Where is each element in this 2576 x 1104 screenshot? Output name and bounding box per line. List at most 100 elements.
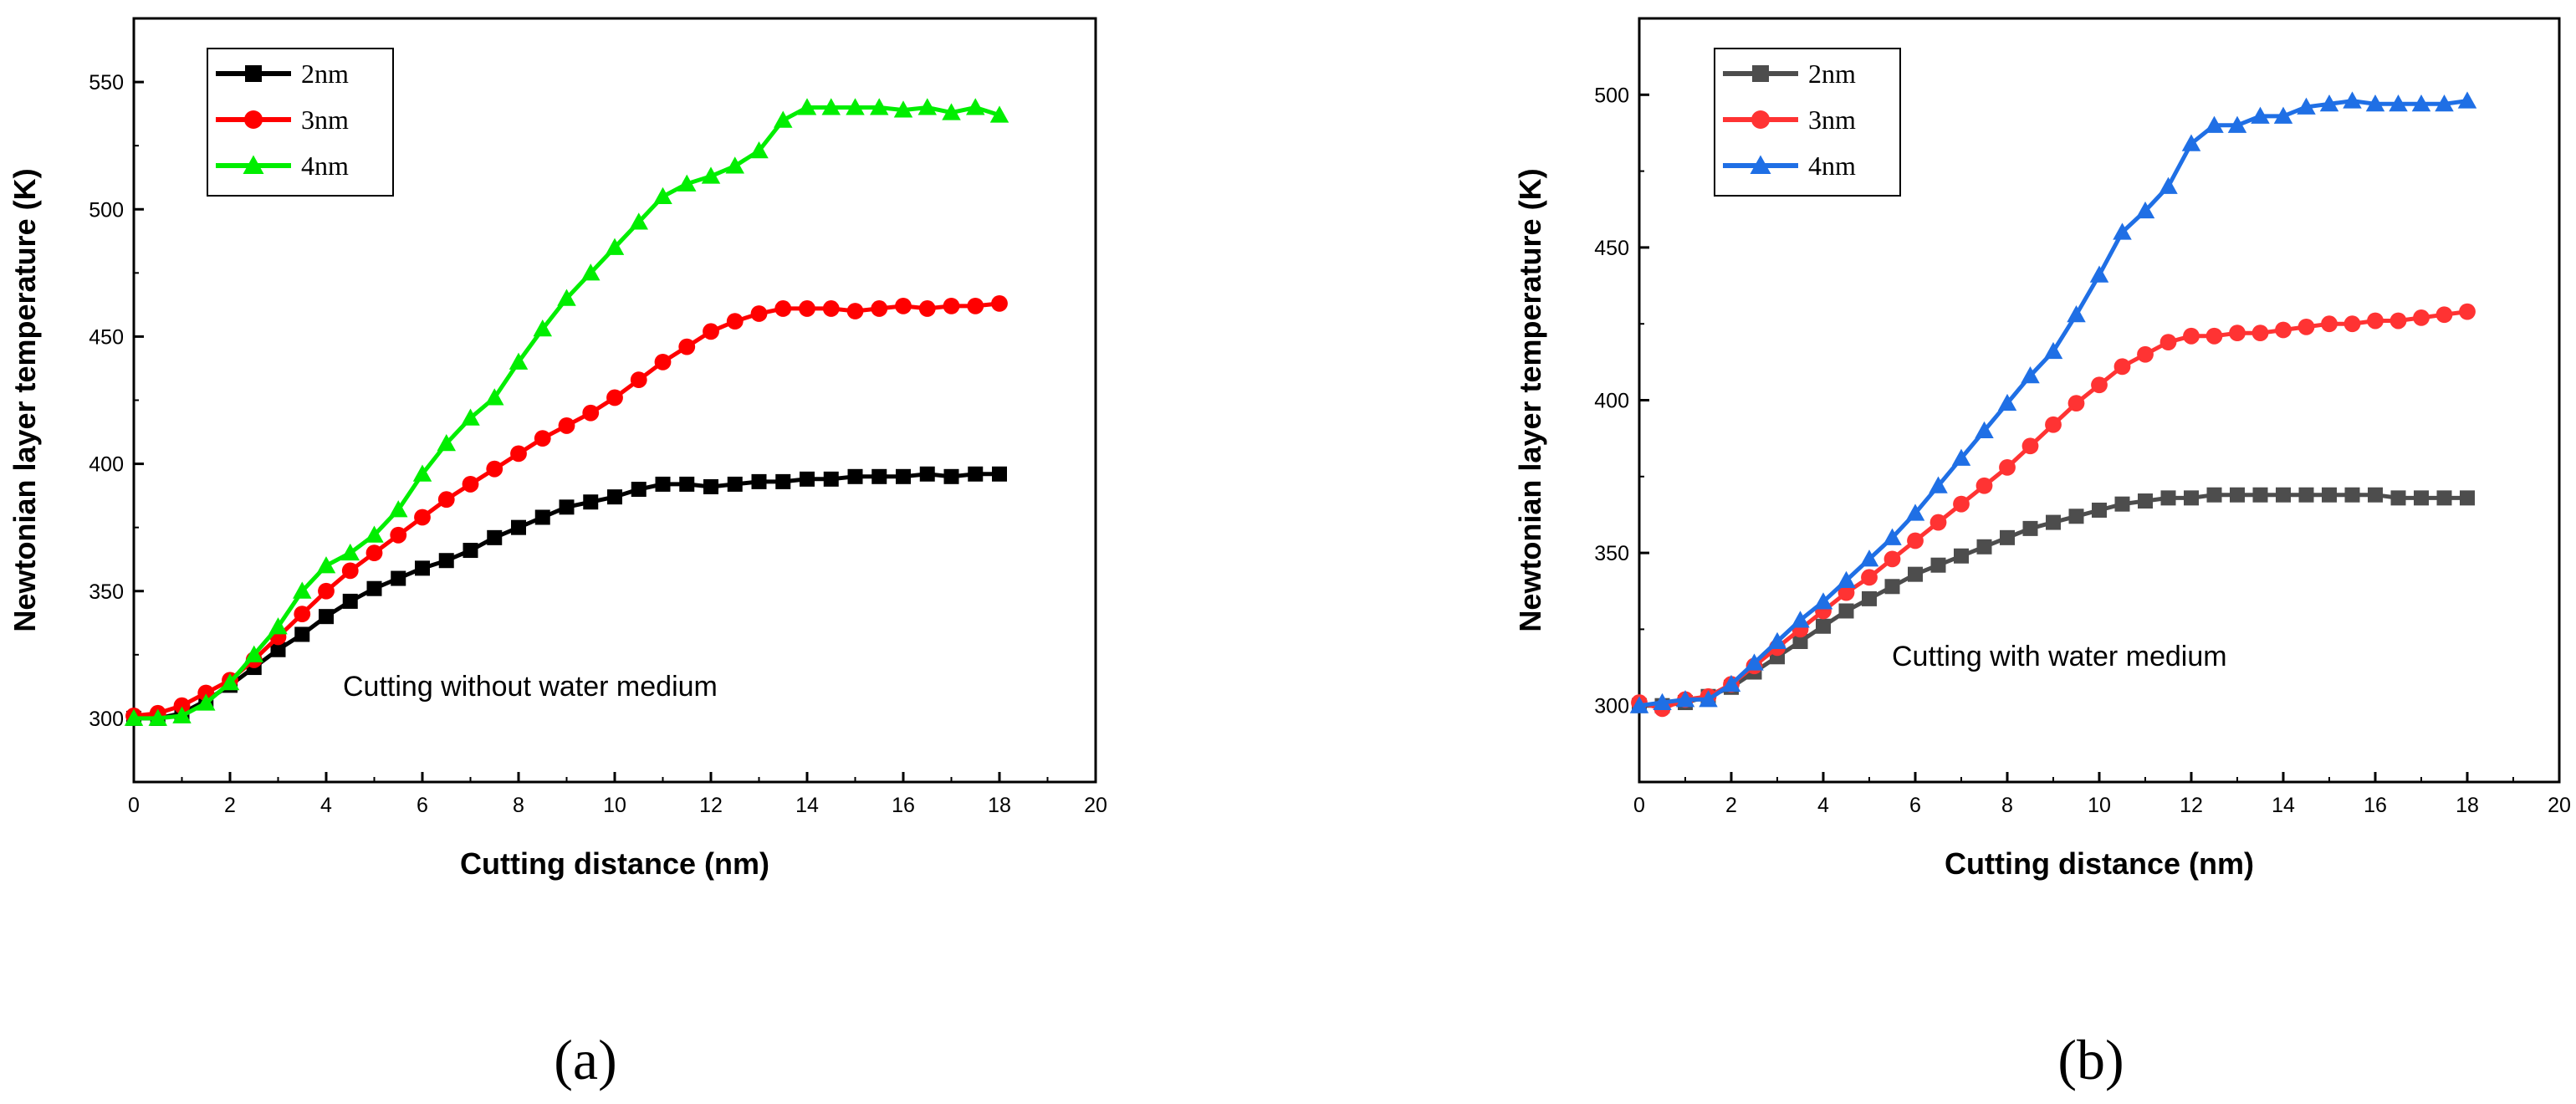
data-point-4nm (1951, 448, 1971, 466)
chart-panel-a: 0 2 4 6 8 10 12 14 16 18 20 300 350 400 450 500 550 Cutti… (8, 17, 1107, 881)
data-point-2nm (583, 494, 599, 510)
data-point-4nm (1905, 503, 1925, 521)
legend-marker-3nm (244, 110, 263, 129)
data-point-3nm (294, 606, 311, 623)
data-point-4nm (2135, 201, 2155, 219)
data-point-2nm (2138, 493, 2153, 509)
data-point-3nm (534, 430, 551, 447)
data-point-4nm (412, 464, 432, 482)
series-4nm (124, 98, 1009, 726)
x-tick-label: 14 (2272, 794, 2295, 817)
y-tick-label: 400 (1594, 390, 1629, 413)
data-point-3nm (2297, 318, 2315, 335)
x-axis-title: Cutting distance (nm) (460, 846, 769, 881)
data-point-4nm (124, 708, 144, 726)
data-point-4nm (1813, 592, 1833, 610)
data-point-3nm (2045, 416, 2062, 433)
data-point-3nm (390, 526, 407, 544)
chart-annotation: Cutting without water medium (343, 671, 718, 703)
data-point-2nm (2322, 487, 2337, 503)
data-point-4nm (966, 98, 985, 115)
data-point-2nm (2092, 502, 2107, 518)
data-point-2nm (1884, 579, 1900, 595)
data-point-2nm (968, 466, 984, 482)
data-point-3nm (1999, 458, 2016, 476)
data-point-3nm (654, 353, 672, 371)
data-point-2nm (871, 468, 887, 484)
data-point-4nm (1653, 693, 1672, 711)
data-point-4nm (2159, 176, 2178, 194)
data-point-4nm (2365, 95, 2385, 112)
series-2nm (1632, 487, 2475, 713)
data-point-2nm (1816, 618, 1831, 634)
data-point-4nm (1629, 696, 1649, 713)
data-point-2nm (2114, 496, 2130, 512)
data-point-4nm (148, 708, 167, 726)
data-point-3nm (558, 417, 575, 434)
data-point-3nm (799, 300, 815, 317)
data-point-2nm (655, 476, 671, 492)
y-tick-label: 450 (1594, 237, 1629, 260)
data-point-2nm (800, 471, 815, 487)
data-point-3nm (2275, 321, 2292, 339)
data-point-4nm (774, 110, 793, 128)
data-point-2nm (2022, 520, 2038, 536)
data-point-2nm (2046, 514, 2061, 530)
data-point-2nm (823, 471, 839, 487)
data-point-3nm (943, 297, 960, 314)
data-point-4nm (1997, 393, 2017, 411)
data-point-4nm (365, 525, 384, 543)
data-point-4nm (942, 103, 961, 120)
data-point-2nm (1954, 548, 1969, 564)
data-point-3nm (318, 582, 335, 600)
data-point-2nm (438, 553, 454, 569)
data-point-4nm (2067, 304, 2086, 323)
x-tick-label: 4 (1817, 794, 1829, 817)
data-point-2nm (319, 609, 334, 625)
data-point-4nm (389, 500, 408, 518)
legend-marker-4nm (243, 155, 264, 174)
data-point-3nm (2091, 376, 2108, 394)
y-tick-label: 350 (89, 580, 124, 604)
x-tick-label: 6 (417, 794, 428, 817)
data-point-4nm (2181, 134, 2201, 151)
data-point-2nm (2344, 487, 2360, 503)
data-point-3nm (991, 294, 1008, 312)
data-point-4nm (725, 156, 744, 174)
data-point-2nm (487, 529, 503, 545)
data-point-3nm (2113, 358, 2131, 376)
series-4nm (1629, 91, 2477, 713)
y-tick-label: 400 (89, 453, 124, 477)
legend-label-2nm: 2nm (1808, 59, 1856, 89)
data-point-3nm (846, 303, 864, 319)
data-point-2nm (896, 468, 911, 484)
data-point-2nm (415, 560, 430, 576)
data-point-3nm (822, 300, 840, 317)
data-point-2nm (919, 466, 935, 482)
data-point-3nm (1975, 477, 1993, 494)
data-point-3nm (414, 509, 431, 526)
data-point-4nm (1859, 549, 1879, 567)
chart-panel-b: 0 2 4 6 8 10 12 14 16 18 20 300 350 400 450 500 Cutting … (1513, 17, 2571, 881)
legend-label-4nm: 4nm (1808, 151, 1856, 181)
data-point-3nm (606, 389, 623, 406)
x-tick-label: 20 (1084, 794, 1107, 817)
data-point-3nm (895, 297, 912, 314)
data-point-2nm (1792, 634, 1808, 650)
data-point-2nm (2276, 487, 2291, 503)
caption-b: (b) (2057, 1028, 2124, 1091)
data-point-4nm (557, 289, 576, 306)
data-point-2nm (2160, 490, 2176, 506)
data-point-3nm (1861, 569, 1878, 586)
data-point-2nm (727, 476, 743, 492)
data-point-2nm (1838, 603, 1854, 619)
data-point-3nm (365, 544, 383, 561)
data-point-4nm (340, 543, 360, 561)
data-point-2nm (270, 641, 286, 657)
data-point-4nm (1721, 674, 1741, 693)
data-point-3nm (462, 476, 479, 493)
data-point-2nm (607, 489, 622, 505)
data-point-2nm (2460, 490, 2475, 506)
x-tick-label: 16 (892, 794, 915, 817)
data-point-3nm (2067, 395, 2085, 412)
